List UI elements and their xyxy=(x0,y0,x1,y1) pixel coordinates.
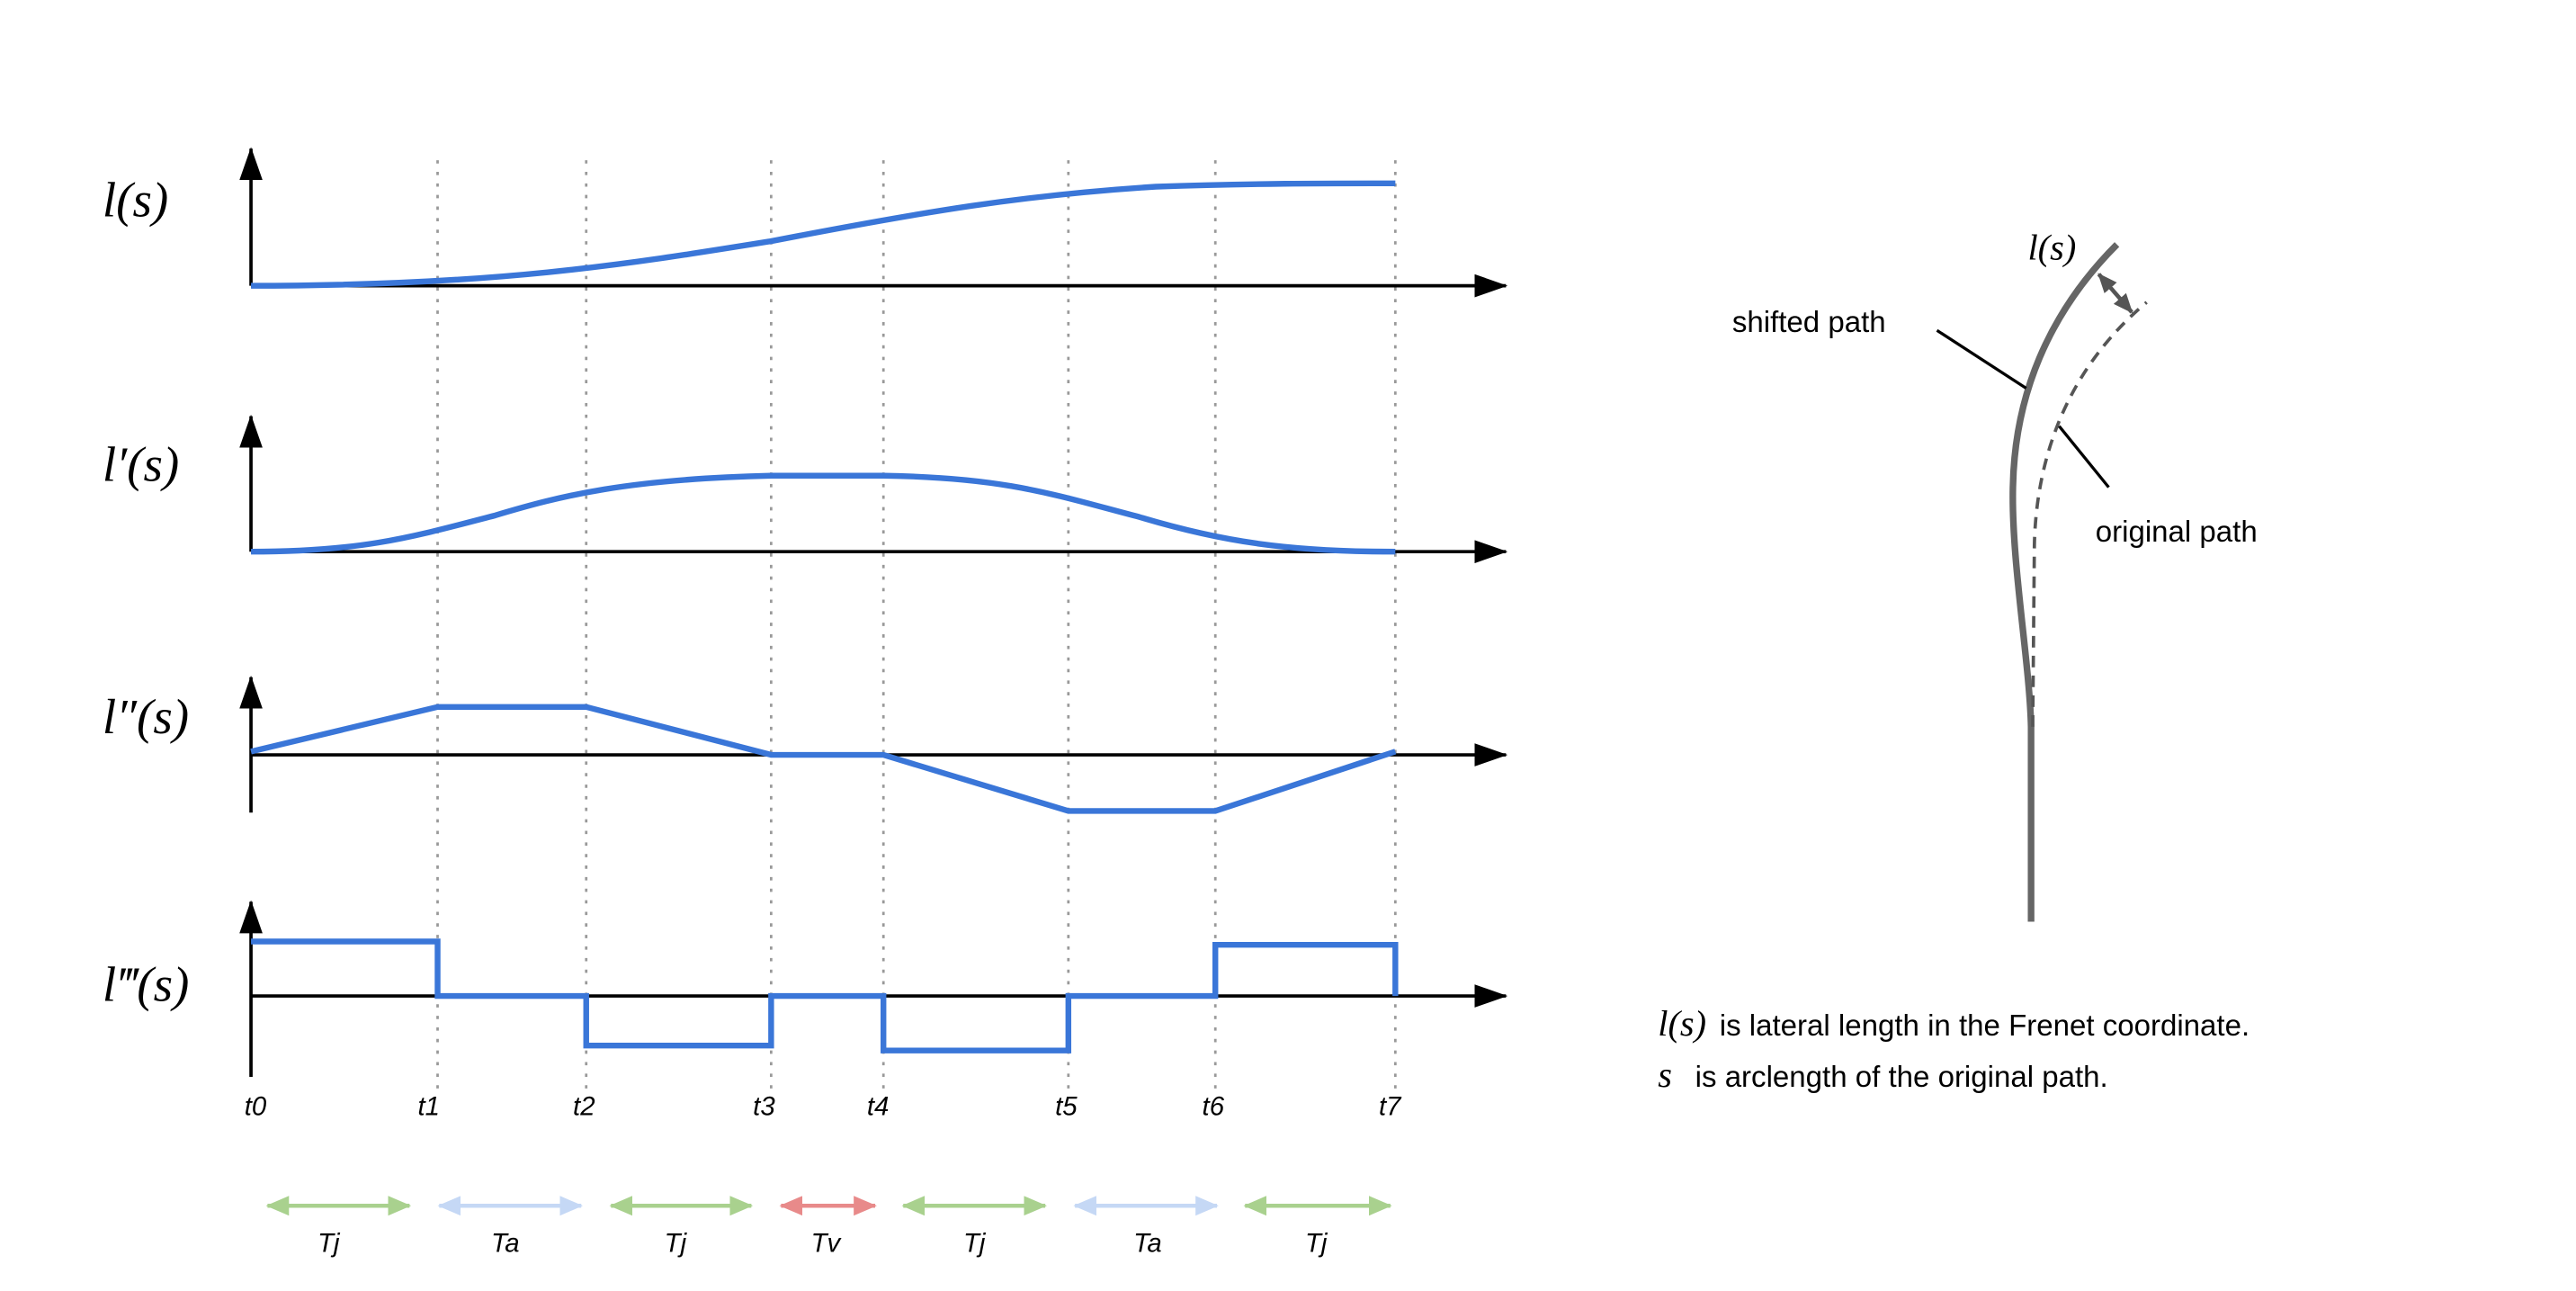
segment-label: Tv xyxy=(811,1229,843,1259)
segment-label: Ta xyxy=(491,1229,520,1259)
segment-label: Ta xyxy=(1133,1229,1162,1259)
caption: s is arclength of the original path. xyxy=(1658,1054,2107,1095)
offset-arrow xyxy=(2097,273,2133,314)
time-tick: t6 xyxy=(1203,1091,1225,1121)
shifted-label: shifted path xyxy=(1732,306,1886,339)
original-label: original path xyxy=(2096,516,2258,549)
panel-label: l(s) xyxy=(103,173,168,228)
caption-text: is arclength of the original path. xyxy=(1695,1061,2108,1094)
axes xyxy=(239,147,1508,1078)
time-ticks: t0 t1 t2 t3 t4 t5 t6 t7 xyxy=(245,1091,1402,1121)
guides xyxy=(436,160,1397,1090)
leader-line xyxy=(1936,328,2027,390)
captions: l(s) is lateral length in the Frenet coo… xyxy=(1658,1003,2250,1095)
time-tick: t4 xyxy=(867,1091,890,1121)
time-tick: t0 xyxy=(245,1091,267,1121)
segment-label: Tj xyxy=(665,1229,688,1259)
original-path xyxy=(2031,300,2148,727)
panel-label: l′(s) xyxy=(103,436,179,491)
path-diagram: l(s) shifted path original path xyxy=(1732,227,2258,922)
segment-label: Tj xyxy=(318,1229,341,1259)
offset-label: l(s) xyxy=(2027,227,2076,267)
panel-label: l‴(s) xyxy=(103,957,190,1012)
caption-symbol: s xyxy=(1658,1054,1672,1095)
panel-label: l″(s) xyxy=(103,689,189,744)
caption-symbol: l(s) xyxy=(1658,1003,1706,1044)
segment-label: Tj xyxy=(963,1229,987,1259)
time-tick: t1 xyxy=(417,1091,440,1121)
segments: Tj Ta Tj Tv Tj Ta Tj xyxy=(265,1196,1392,1259)
time-tick: t2 xyxy=(573,1091,595,1121)
time-tick: t7 xyxy=(1379,1091,1402,1121)
time-tick: t5 xyxy=(1055,1091,1078,1121)
acceleration-curve xyxy=(250,704,1397,814)
caption-text: is lateral length in the Frenet coordina… xyxy=(1720,1009,2250,1043)
position-curve xyxy=(251,180,1396,289)
segment-label: Tj xyxy=(1305,1229,1328,1259)
shifted-path xyxy=(2009,242,2120,922)
panel-labels: l(s) l′(s) l″(s) l‴(s) xyxy=(103,173,190,1012)
leader-line xyxy=(2058,425,2110,489)
time-tick: t3 xyxy=(753,1091,775,1121)
curves xyxy=(250,180,1399,1053)
jerk-curve xyxy=(251,938,1399,1053)
caption: l(s) is lateral length in the Frenet coo… xyxy=(1658,1003,2250,1044)
velocity-curve xyxy=(251,472,1396,555)
